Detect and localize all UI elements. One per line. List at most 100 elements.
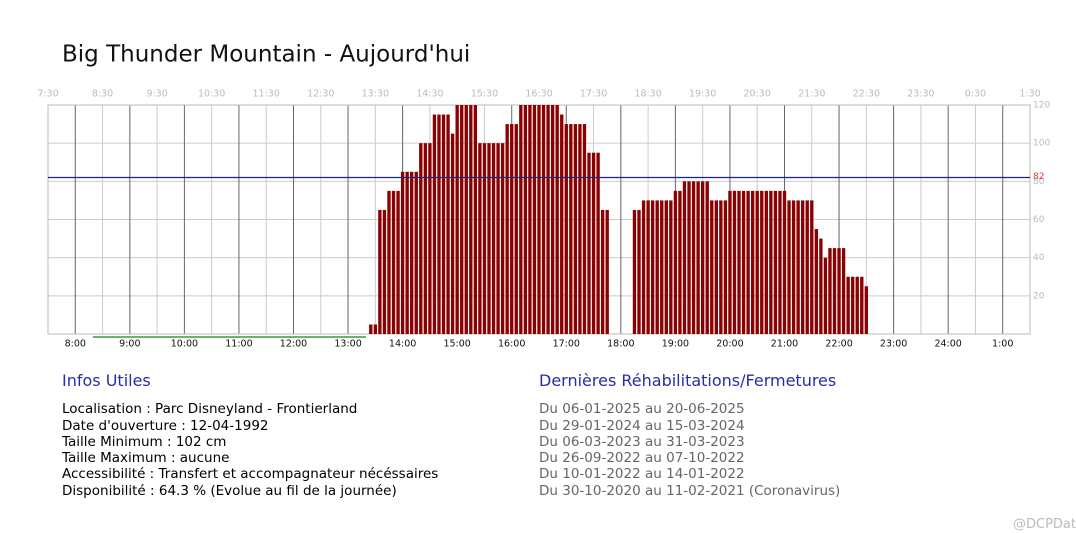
info-line: Accessibilité : Transfert et accompagnat…	[62, 466, 439, 483]
info-lines: Localisation : Parc Disneyland - Frontie…	[62, 401, 438, 499]
bar	[732, 190, 737, 334]
bar	[505, 124, 509, 334]
bar	[669, 200, 673, 334]
reference-label: 82	[1033, 172, 1044, 182]
bar	[737, 190, 741, 334]
bar	[496, 143, 500, 334]
bar	[555, 105, 559, 334]
bar	[660, 200, 664, 334]
bar	[814, 229, 818, 334]
info-line: Localisation : Parc Disneyland - Frontie…	[62, 401, 358, 418]
bar	[532, 105, 537, 334]
x-top-tick-label: 17:30	[580, 89, 607, 100]
x-tick-label: 8:00	[65, 339, 86, 350]
bar	[573, 124, 578, 334]
bar	[741, 190, 746, 334]
x-top-tick-label: 9:30	[146, 89, 167, 100]
bar	[637, 209, 641, 334]
bar	[446, 114, 450, 335]
x-top-tick-label: 12:30	[307, 89, 334, 100]
info-line: Du 29-01-2024 au 15-03-2024	[539, 417, 745, 434]
info-line: Du 06-03-2023 au 31-03-2023	[539, 433, 745, 450]
bar	[778, 190, 782, 334]
x-top-tick-label: 16:30	[525, 89, 552, 100]
x-tick-label: 11:00	[225, 339, 252, 350]
x-top-tick-label: 21:30	[798, 89, 825, 100]
x-tick-label: 9:00	[119, 339, 140, 350]
info-line: Date d'ouverture : 12-04-1992	[62, 417, 269, 434]
bar	[828, 248, 832, 334]
y-tick-label: 100	[1033, 139, 1050, 149]
bar	[841, 248, 846, 334]
chart: Big Thunder Mountain - Aujourd'hui 20 40 6…	[37, 42, 1050, 350]
x-top-tick-label: 22:30	[853, 89, 880, 100]
x-tick-label: 10:00	[171, 339, 198, 350]
bar	[528, 105, 532, 334]
x-tick-label: 18:00	[607, 339, 634, 350]
bar	[396, 190, 400, 334]
x-top-tick-label: 7:30	[37, 89, 58, 100]
bar	[478, 143, 482, 334]
bar	[664, 200, 668, 334]
bar	[373, 324, 378, 334]
bar	[632, 209, 637, 334]
bar	[473, 105, 478, 334]
bar	[587, 152, 591, 334]
bar	[837, 248, 841, 334]
x-tick-label: 19:00	[662, 339, 689, 350]
x-tick-label: 24:00	[934, 339, 961, 350]
bar	[805, 200, 809, 334]
watermark: @DCPDat	[1012, 517, 1076, 532]
bar	[864, 286, 869, 334]
bar	[710, 200, 714, 334]
bar	[550, 105, 555, 334]
bar	[655, 200, 659, 334]
bar	[491, 143, 496, 334]
bar	[687, 181, 691, 334]
bar	[801, 200, 805, 334]
x-top-tick-label: 0:30	[965, 89, 986, 100]
bar	[582, 124, 587, 334]
bar	[760, 190, 764, 334]
bar	[746, 190, 750, 334]
x-tick-label: 14:00	[389, 339, 416, 350]
bar	[523, 105, 528, 334]
bar	[487, 143, 491, 334]
bar	[469, 105, 473, 334]
y-tick-label: 120	[1033, 101, 1050, 111]
bar	[591, 152, 596, 334]
x-top-tick-label: 10:30	[198, 89, 225, 100]
bar	[464, 105, 468, 334]
bar	[755, 190, 759, 334]
bar	[500, 143, 505, 334]
bar	[428, 143, 432, 334]
bar	[860, 276, 864, 334]
bar	[646, 200, 650, 334]
x-tick-label: 20:00	[716, 339, 743, 350]
x-tick-label: 17:00	[553, 339, 580, 350]
bar	[787, 200, 791, 334]
bar	[455, 105, 459, 334]
y-tick-label: 20	[1033, 291, 1045, 301]
x-tick-label: 13:00	[334, 339, 361, 350]
bar	[769, 190, 773, 334]
y-tick-label: 80	[1033, 177, 1045, 187]
bar	[578, 124, 582, 334]
bar	[378, 209, 382, 334]
chart-title: Big Thunder Mountain - Aujourd'hui	[62, 42, 470, 68]
bar	[437, 114, 441, 335]
x-top-tick-label: 1:30	[1019, 89, 1040, 100]
bar	[691, 181, 696, 334]
bar	[851, 276, 855, 334]
info-line: Du 06-01-2025 au 20-06-2025	[539, 401, 745, 418]
info-line: Du 26-09-2022 au 07-10-2022	[539, 450, 745, 467]
bar	[510, 124, 514, 334]
bar	[423, 143, 428, 334]
bar	[387, 190, 391, 334]
bar	[441, 114, 446, 335]
bar	[410, 171, 414, 334]
bar	[650, 200, 655, 334]
y-tick-label: 60	[1033, 215, 1045, 225]
bar	[519, 105, 523, 334]
